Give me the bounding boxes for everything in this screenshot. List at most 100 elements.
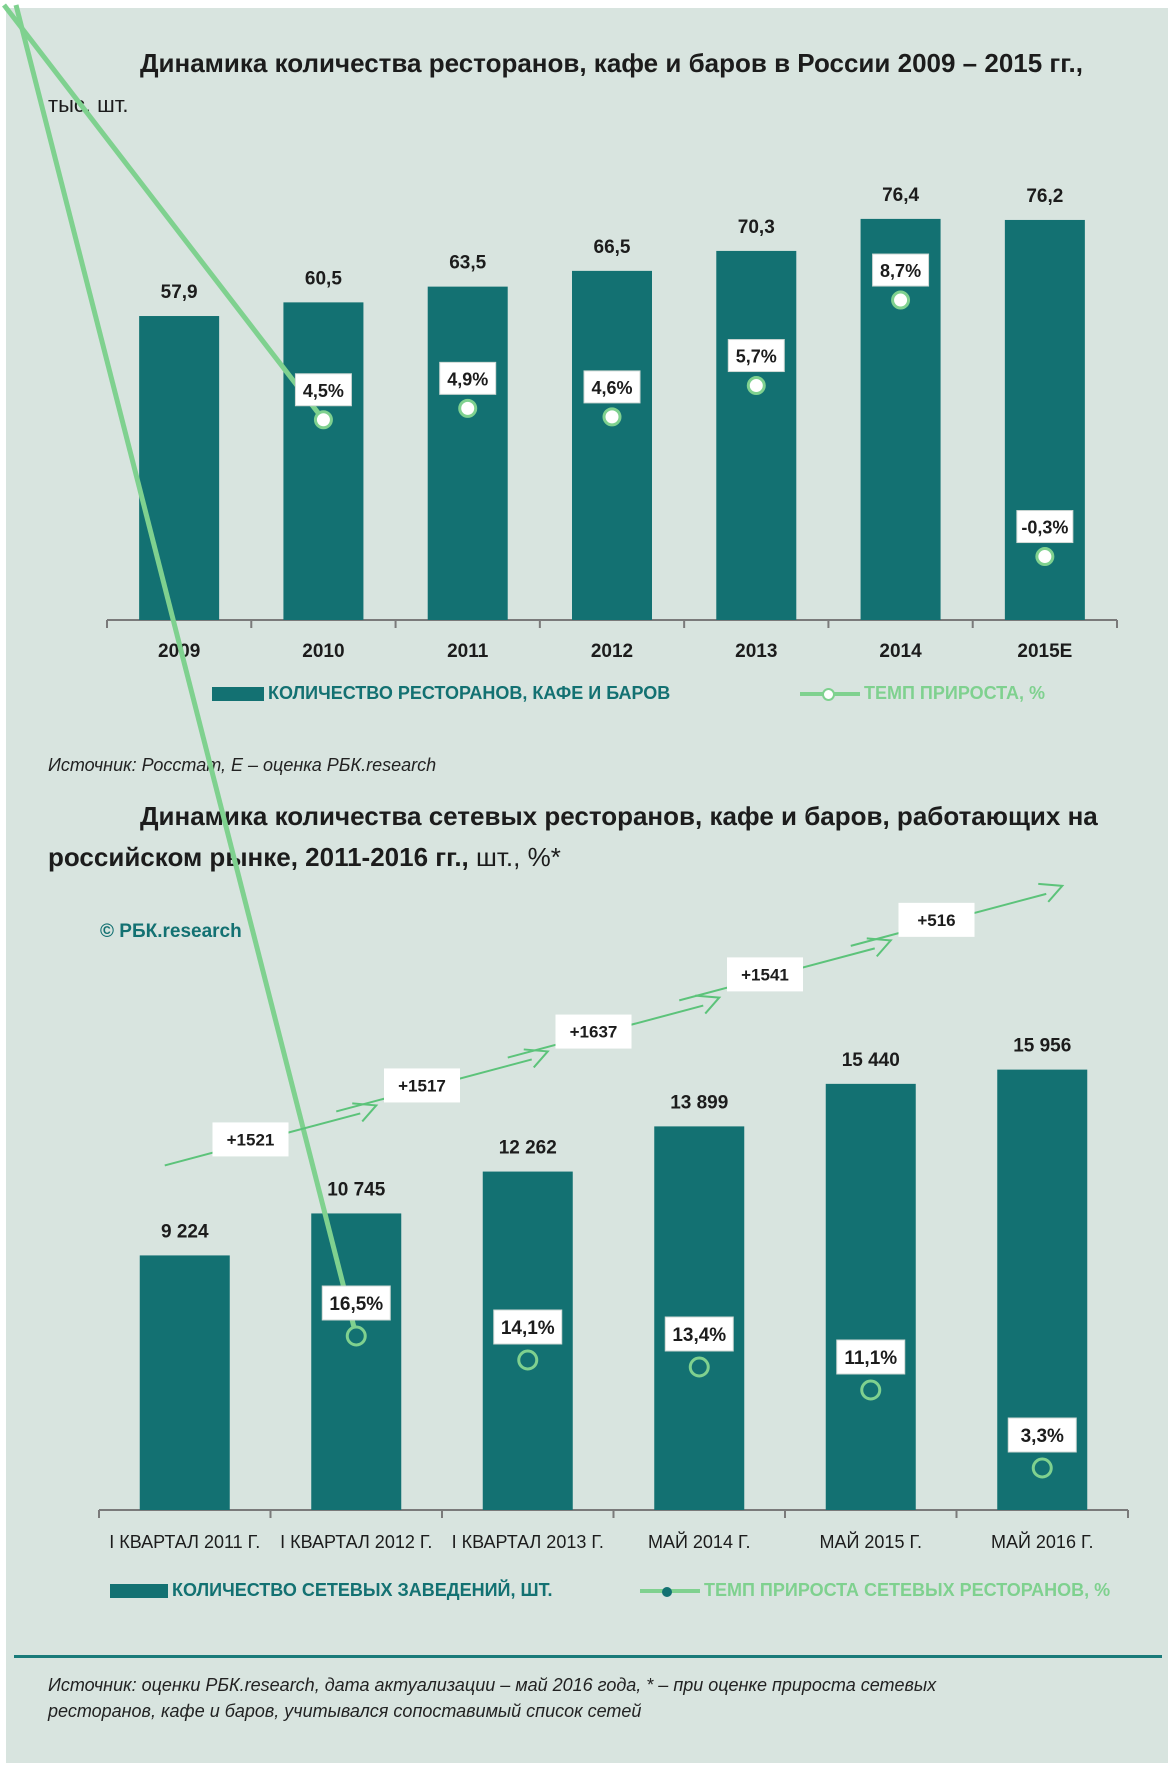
growth-label-box — [493, 1309, 563, 1345]
chart2-title: Динамика количества сетевых ресторанов, … — [140, 797, 1150, 835]
chart1-source: Источник: Росстат, Е – оценка РБК.resear… — [48, 752, 436, 778]
growth-line — [13, 4, 359, 1337]
increment-label: +1517 — [398, 1076, 446, 1095]
bar — [427, 286, 508, 620]
growth-label: 4,5% — [303, 381, 344, 401]
increment-arrow-head — [695, 994, 722, 1015]
chart1-title-main: Динамика количества ресторанов, кафе и б… — [140, 48, 1083, 78]
growth-label-box — [836, 1339, 906, 1375]
increment-label: +1637 — [570, 1023, 618, 1042]
growth-label-box — [321, 1285, 391, 1321]
growth-point — [517, 1349, 539, 1371]
legend-bar-swatch — [212, 686, 264, 701]
bar — [139, 316, 220, 620]
bar — [825, 1083, 916, 1510]
growth-point — [345, 1325, 367, 1347]
bar-value-label: 57,9 — [161, 282, 198, 303]
growth-label-box — [294, 373, 352, 407]
chart2-legend-bars: КОЛИЧЕСТВО СЕТЕВЫХ ЗАВЕДЕНИЙ, ШТ. — [110, 1580, 553, 1601]
chart2-source-line2: ресторанов, кафе и баров, учитывался соп… — [48, 1701, 642, 1721]
legend-bar-swatch — [110, 1583, 168, 1598]
chart1-source-text: Источник: Росстат, Е – оценка РБК.resear… — [48, 755, 437, 775]
bar-value-label: 76,4 — [882, 185, 919, 206]
growth-label: 14,1% — [501, 1318, 555, 1339]
legend-line-swatch — [640, 1584, 700, 1598]
growth-label-box — [727, 339, 785, 373]
bar-value-label: 10 745 — [327, 1179, 386, 1200]
chart1-legend-line-label: ТЕМП ПРИРОСТА, % — [864, 683, 1046, 703]
x-tick-label: 2010 — [302, 641, 344, 662]
chart2-source-line1: Источник: оценки РБК.research, дата акту… — [48, 1675, 937, 1695]
chart2-title-second: российском рынке, 2011-2016 гг., шт., %* — [48, 838, 1148, 876]
bar — [311, 1213, 402, 1510]
chart2-title-line2: российском рынке, 2011-2016 гг., — [48, 842, 469, 872]
chart2-source: Источник: оценки РБК.research, дата акту… — [48, 1672, 1158, 1724]
x-tick-label: I КВАРТАЛ 2011 Г. — [109, 1532, 260, 1552]
increment-label: +1521 — [227, 1130, 275, 1149]
growth-label: 4,6% — [591, 378, 632, 398]
bar — [716, 250, 797, 621]
bar-value-label: 12 262 — [499, 1138, 557, 1159]
growth-point — [891, 290, 911, 310]
growth-label: 5,7% — [736, 347, 777, 367]
x-tick-label: МАЙ 2015 Г. — [819, 1531, 922, 1552]
bar-value-label: 15 956 — [1013, 1036, 1071, 1057]
chart1-legend-line: ТЕМП ПРИРОСТА, % — [800, 683, 1045, 704]
chart1-legend-bar-label: КОЛИЧЕСТВО РЕСТОРАНОВ, КАФЕ И БАРОВ — [268, 683, 671, 703]
growth-label-box — [872, 253, 930, 287]
increment-arrow-head — [1038, 882, 1065, 903]
bar-value-label: 9 224 — [161, 1221, 209, 1242]
growth-label-box — [664, 1316, 734, 1352]
increment-label: +516 — [917, 911, 955, 930]
increment-label-box — [212, 1122, 289, 1157]
growth-label-box — [1007, 1417, 1077, 1453]
watermark-text: © РБК.research — [100, 921, 242, 942]
growth-point — [458, 398, 478, 418]
increment-label: +1541 — [741, 965, 789, 984]
increment-label-box — [898, 902, 975, 937]
growth-label: 13,4% — [672, 1325, 726, 1346]
growth-label: 3,3% — [1021, 1426, 1064, 1447]
growth-label: 16,5% — [329, 1294, 383, 1315]
chart2-legend-line-label: ТЕМП ПРИРОСТА СЕТЕВЫХ РЕСТОРАНОВ, % — [704, 1580, 1111, 1600]
bar-value-label: 60,5 — [305, 268, 342, 289]
x-tick-label: МАЙ 2016 Г. — [991, 1531, 1094, 1552]
chart2-title-unit: шт., %* — [476, 842, 561, 872]
chart2-legend-bar-label: КОЛИЧЕСТВО СЕТЕВЫХ ЗАВЕДЕНИЙ, ШТ. — [172, 1580, 553, 1600]
x-tick-label: 2012 — [591, 641, 633, 662]
x-tick-label: I КВАРТАЛ 2012 Г. — [280, 1532, 432, 1552]
chart2-title-line1: Динамика количества сетевых ресторанов, … — [140, 801, 1098, 831]
chart2-legend-line: ТЕМП ПРИРОСТА СЕТЕВЫХ РЕСТОРАНОВ, % — [640, 1580, 1110, 1601]
bar — [139, 1255, 230, 1510]
x-tick-label: 2013 — [735, 641, 777, 662]
bar — [572, 270, 652, 620]
chart1-legend-bars: КОЛИЧЕСТВО РЕСТОРАНОВ, КАФЕ И БАРОВ — [212, 683, 670, 704]
x-tick-label: 2011 — [447, 641, 489, 662]
growth-point — [1031, 1457, 1053, 1479]
increment-label-box — [727, 957, 803, 992]
growth-label: 4,9% — [447, 369, 488, 389]
bar-value-label: 66,5 — [594, 237, 631, 258]
increment-label-box — [555, 1014, 632, 1049]
growth-label-box — [1016, 510, 1074, 544]
watermark: © РБК.research — [100, 921, 242, 943]
x-tick-label: 2015E — [1017, 641, 1072, 662]
growth-point — [602, 407, 622, 427]
growth-point — [688, 1356, 710, 1378]
growth-point — [1035, 547, 1055, 567]
bar-value-label: 70,3 — [738, 217, 775, 238]
chart2-plot: 9 224 I КВАРТАЛ 2011 Г. 10 745 I КВАРТАЛ 20… — [13, 4, 1129, 1552]
bar-value-label: 13 899 — [670, 1092, 728, 1113]
bar — [283, 302, 364, 620]
x-tick-label: I КВАРТАЛ 2013 Г. — [452, 1532, 604, 1552]
bar-value-label: 15 440 — [842, 1050, 900, 1071]
growth-label-box — [439, 361, 497, 395]
growth-label: -0,3% — [1021, 518, 1068, 538]
x-tick-label: 2014 — [879, 641, 922, 662]
growth-line — [2, 3, 326, 422]
increment-label-box — [384, 1068, 460, 1103]
bar-value-label: 76,2 — [1026, 186, 1063, 207]
growth-label: 11,1% — [844, 1348, 897, 1369]
chart1-title: Динамика количества ресторанов, кафе и б… — [140, 44, 1150, 82]
x-tick-label: МАЙ 2014 Г. — [648, 1531, 751, 1552]
